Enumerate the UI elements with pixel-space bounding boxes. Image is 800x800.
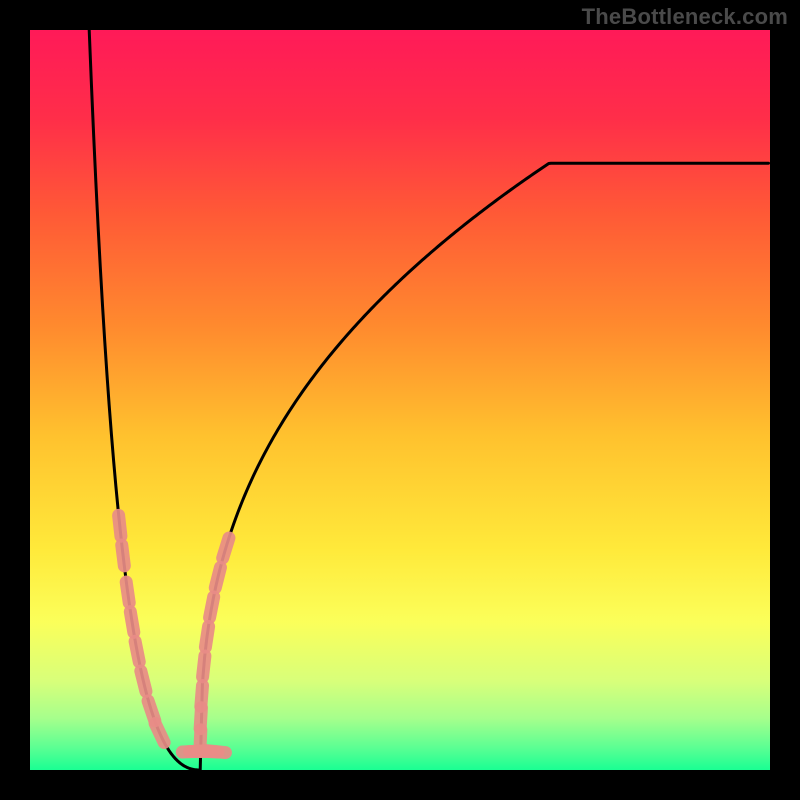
bottleneck-chart	[0, 0, 800, 800]
chart-frame: TheBottleneck.com	[0, 0, 800, 800]
watermark-text: TheBottleneck.com	[582, 4, 788, 30]
